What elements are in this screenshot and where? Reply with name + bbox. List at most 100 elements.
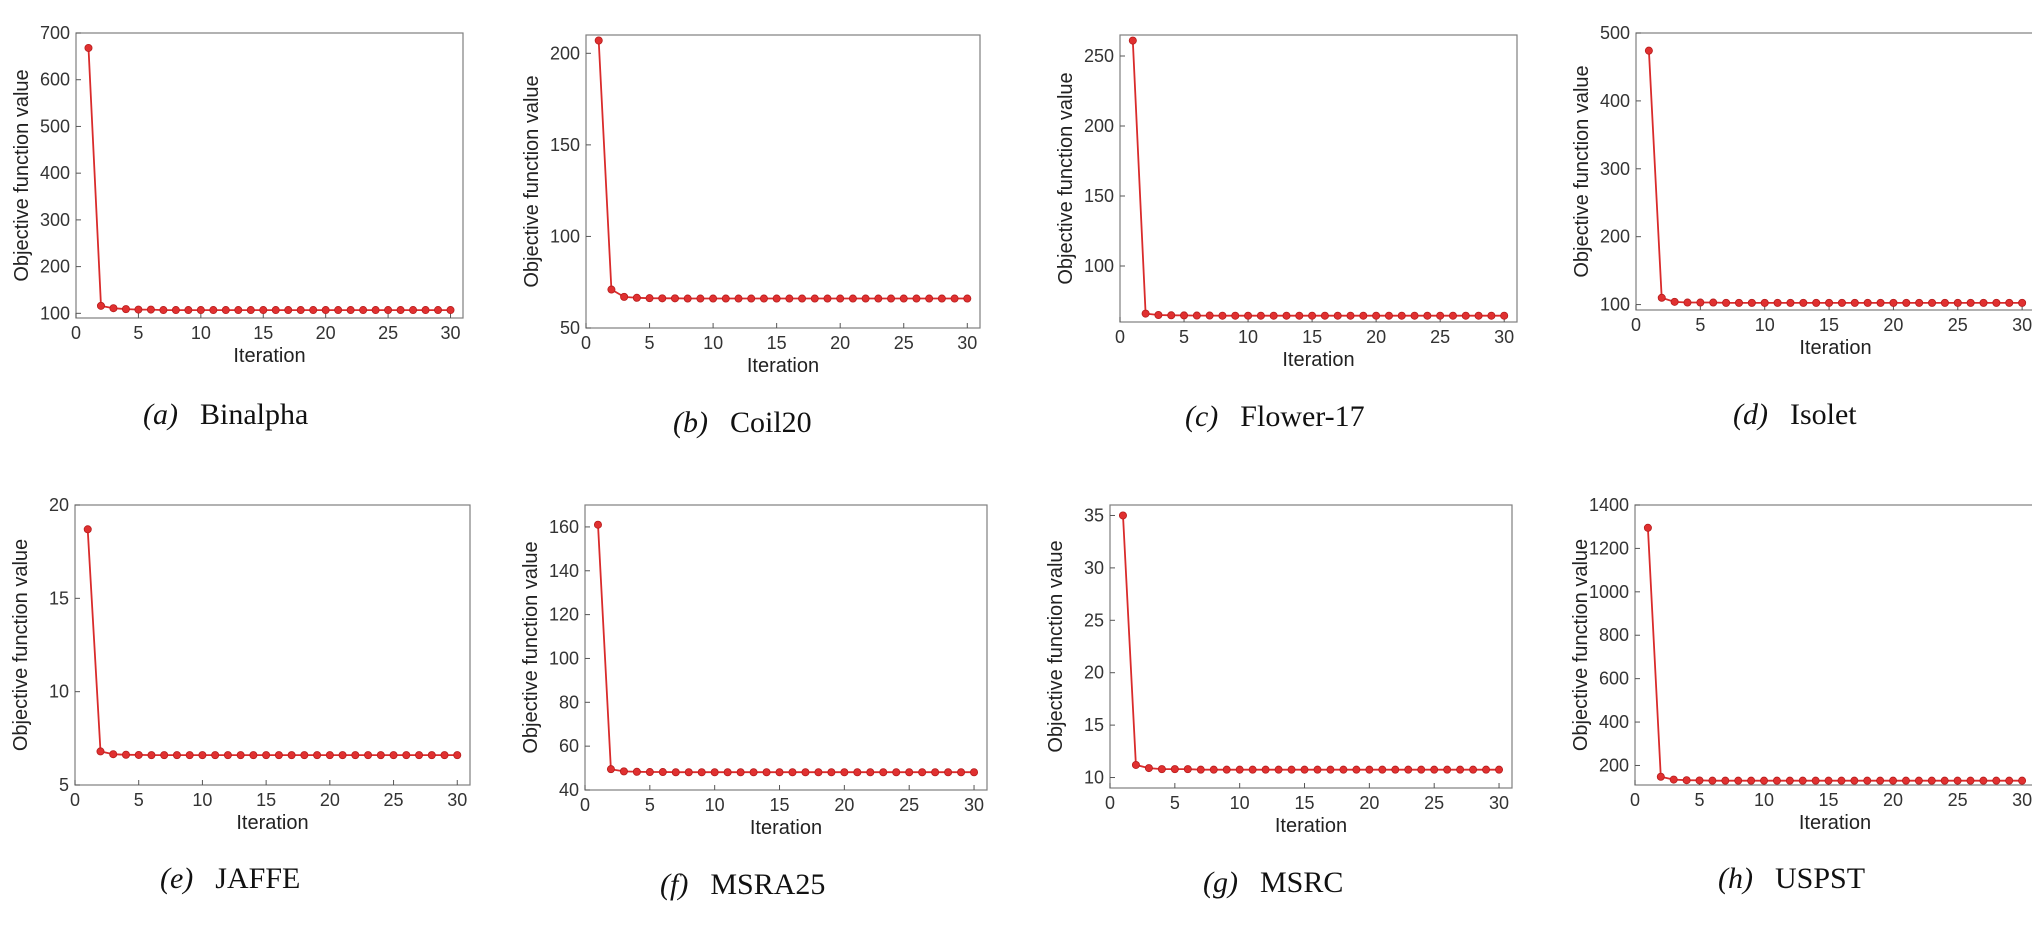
data-point <box>1696 298 1705 307</box>
axes-frame <box>1634 504 2032 786</box>
y-tick-label: 15 <box>49 588 69 608</box>
y-tick-label: 30 <box>1084 558 1104 578</box>
data-point <box>121 750 130 759</box>
data-point <box>1320 311 1329 320</box>
caption-a: (a) Binalpha <box>143 398 308 432</box>
data-point <box>671 768 680 777</box>
data-point <box>1656 772 1665 781</box>
y-tick-label: 15 <box>1084 715 1104 735</box>
data-point <box>1474 311 1483 320</box>
data-point <box>696 294 705 303</box>
data-point <box>1683 298 1692 307</box>
x-tick-label: 5 <box>1695 315 1705 335</box>
data-point <box>1222 765 1231 774</box>
data-point <box>1235 765 1244 774</box>
x-tick-label: 20 <box>320 790 340 810</box>
data-point <box>853 768 862 777</box>
y-tick-label: 1400 <box>1589 495 1629 515</box>
data-point <box>734 294 743 303</box>
y-tick-label: 20 <box>49 495 69 515</box>
data-point <box>1747 776 1756 785</box>
data-point <box>937 294 946 303</box>
data-point <box>338 751 347 760</box>
x-axis-label: Iteration <box>750 817 822 839</box>
chart-svg: 0 5 10 15 20 25 30 200 400 600 800 1000 1200 1400 Iter… <box>1570 495 2032 834</box>
y-tick-label: 100 <box>1084 256 1114 276</box>
data-point <box>798 294 807 303</box>
x-tick-label: 10 <box>1755 315 1775 335</box>
x-tick-label: 5 <box>1695 790 1705 810</box>
x-axis-label: Iteration <box>233 345 305 367</box>
y-tick-label: 100 <box>1600 295 1630 315</box>
data-point <box>709 294 718 303</box>
data-point <box>848 294 857 303</box>
data-point <box>1300 765 1309 774</box>
data-point <box>2005 298 2014 307</box>
data-point <box>246 306 255 315</box>
data-point <box>1901 776 1910 785</box>
axes-frame <box>1119 34 1518 323</box>
data-point <box>1326 765 1335 774</box>
x-tick-label: 15 <box>253 323 273 343</box>
data-point <box>1144 764 1153 773</box>
data-point <box>1902 298 1911 307</box>
subplot-jaffe: 0 5 10 15 20 25 30 5 10 15 20 Iteration Objective fu… <box>0 495 471 865</box>
data-point <box>1863 298 1872 307</box>
caption-name: USPST <box>1774 862 1866 895</box>
data-point <box>84 43 93 52</box>
data-point <box>1953 776 1962 785</box>
x-tick-label: 25 <box>384 790 404 810</box>
data-point <box>1209 765 1218 774</box>
data-point <box>1131 760 1140 769</box>
data-point <box>334 306 343 315</box>
data-point <box>1734 776 1743 785</box>
data-point <box>160 751 169 760</box>
data-point <box>96 747 105 756</box>
data-point <box>1927 776 1936 785</box>
data-point <box>409 306 418 315</box>
data-point <box>814 768 823 777</box>
data-point <box>905 768 914 777</box>
data-point <box>287 751 296 760</box>
data-point <box>1443 765 1452 774</box>
data-point <box>1118 511 1127 520</box>
caption-f: (f) MSRA25 <box>660 868 825 902</box>
data-point <box>221 306 230 315</box>
data-point <box>1798 776 1807 785</box>
data-point <box>944 768 953 777</box>
data-point <box>892 768 901 777</box>
caption-name: Isolet <box>1789 398 1857 431</box>
data-point <box>1333 311 1342 320</box>
data-point <box>836 294 845 303</box>
y-tick-label: 160 <box>549 517 579 537</box>
caption-b: (b) Coil20 <box>673 406 812 440</box>
data-point <box>384 306 393 315</box>
caption-letter: (h) <box>1718 862 1753 895</box>
y-tick-label: 140 <box>549 561 579 581</box>
data-point <box>271 306 280 315</box>
y-tick-label: 200 <box>1599 755 1629 775</box>
data-point <box>96 301 105 310</box>
data-point <box>1482 765 1491 774</box>
data-point <box>211 751 220 760</box>
data-point <box>421 306 430 315</box>
data-point <box>1940 776 1949 785</box>
data-point <box>1979 298 1988 307</box>
y-tick-label: 100 <box>40 303 70 323</box>
caption-c: (c) Flower-17 <box>1185 400 1365 434</box>
data-point <box>1824 776 1833 785</box>
data-point <box>185 751 194 760</box>
x-tick-label: 15 <box>1302 327 1322 347</box>
x-tick-label: 0 <box>70 790 80 810</box>
y-tick-label: 35 <box>1084 505 1104 525</box>
data-point <box>1876 776 1885 785</box>
data-point <box>1359 311 1368 320</box>
axes-frame <box>1635 32 2032 311</box>
subplot-msrc: 0 5 10 15 20 25 30 10 15 20 25 30 35 Iteration Objecti… <box>1030 504 1513 868</box>
x-tick-label: 10 <box>192 790 212 810</box>
data-point <box>1773 298 1782 307</box>
subplot-msra25: 0 5 10 15 20 25 30 40 60 80 100 120 140 160 Iteration O… <box>505 504 988 870</box>
data-point <box>632 293 641 302</box>
caption-letter: (b) <box>673 406 708 439</box>
